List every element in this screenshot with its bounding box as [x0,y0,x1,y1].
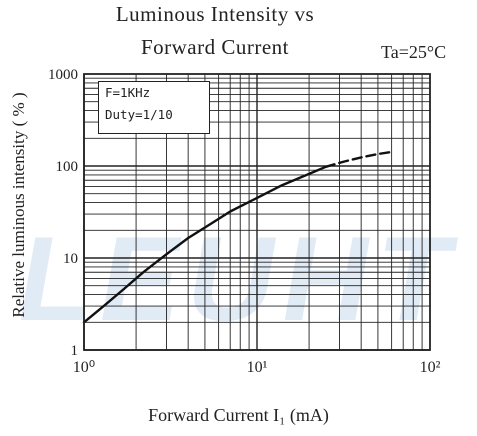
series-line-solid [82,165,327,324]
tick-labels: 10⁰ 10¹ 10² 1 10 100 1000 [48,67,441,376]
chart-subtitle: Forward Current [140,35,290,59]
y-tick-label: 100 [56,159,79,175]
x-tick-label: 10² [420,359,441,376]
legend-duty: Duty=1/10 [105,107,173,122]
temperature-condition: Ta=25°C [381,42,447,62]
legend-box: F=1KHz Duty=1/10 [98,81,210,134]
x-axis-label: Forward Current I₁ (mA) [148,405,329,425]
plot-frame [83,73,431,351]
y-axis-label: Relative luminous intensity ( % ) [9,92,28,318]
legend-frequency: F=1KHz [105,85,151,100]
series-line-dashed [324,150,393,169]
y-tick-label: 1000 [48,67,78,83]
x-tick-label: 10¹ [247,359,268,376]
y-tick-label: 1 [71,343,79,359]
chart-title: Luminous Intensity vs [115,2,315,26]
series-lines [82,150,393,324]
x-tick-label: 10⁰ [73,359,95,376]
y-tick-label: 10 [63,251,78,267]
